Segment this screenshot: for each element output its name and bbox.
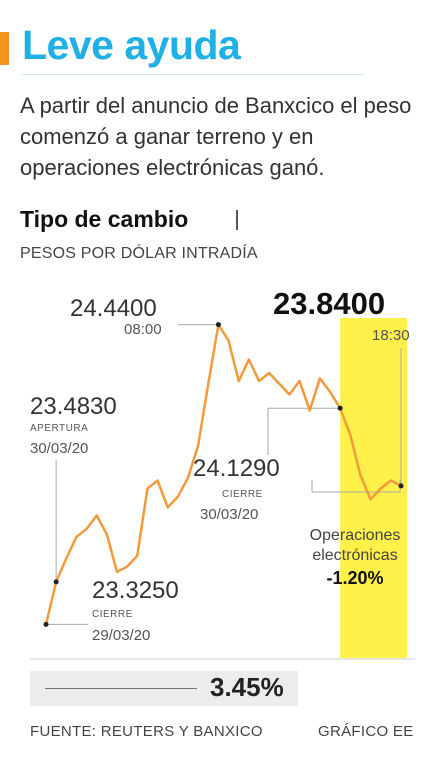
close-label: CIERRE bbox=[222, 489, 263, 500]
marker-peak bbox=[215, 322, 221, 328]
series-line bbox=[44, 323, 402, 625]
title-accent-bar bbox=[0, 32, 9, 65]
page-title: Leve ayuda bbox=[22, 22, 241, 68]
last-value: 23.8400 bbox=[273, 286, 385, 321]
start-date: 29/03/20 bbox=[92, 627, 150, 644]
last-time: 18:30 bbox=[372, 327, 410, 344]
electronic-label-1: Operaciones bbox=[310, 527, 401, 544]
marker-last bbox=[398, 483, 404, 489]
peak-time: 08:00 bbox=[124, 321, 162, 338]
marker-open bbox=[53, 579, 59, 585]
electronic-trading-highlight bbox=[340, 318, 407, 658]
close-date: 30/03/20 bbox=[200, 506, 258, 523]
total-change-value: 3.45% bbox=[210, 672, 284, 702]
title-divider bbox=[22, 74, 364, 75]
chart-title-separator bbox=[236, 210, 238, 230]
open-date: 30/03/20 bbox=[30, 440, 88, 457]
chart-title: Tipo de cambio bbox=[20, 206, 189, 232]
electronic-label-2: electrónicas bbox=[312, 547, 397, 564]
start-label: CIERRE bbox=[92, 609, 133, 620]
start-value: 23.3250 bbox=[92, 577, 179, 604]
marker-start bbox=[43, 621, 49, 627]
intro-text: A partir del anuncio de Banxcico el peso… bbox=[20, 93, 412, 180]
marker-close bbox=[337, 405, 343, 411]
close-value: 24.1290 bbox=[193, 455, 280, 482]
graphic-credit: GRÁFICO EE bbox=[318, 723, 414, 740]
electronic-change: -1.20% bbox=[326, 568, 383, 588]
total-change-line bbox=[45, 688, 197, 689]
chart-subtitle: PESOS POR DÓLAR INTRADÍA bbox=[20, 245, 258, 262]
open-label: APERTURA bbox=[30, 423, 88, 434]
open-value: 23.4830 bbox=[30, 393, 117, 420]
peak-value: 24.4400 bbox=[70, 295, 157, 322]
source-note: FUENTE: REUTERS Y BANXICO bbox=[30, 723, 263, 740]
